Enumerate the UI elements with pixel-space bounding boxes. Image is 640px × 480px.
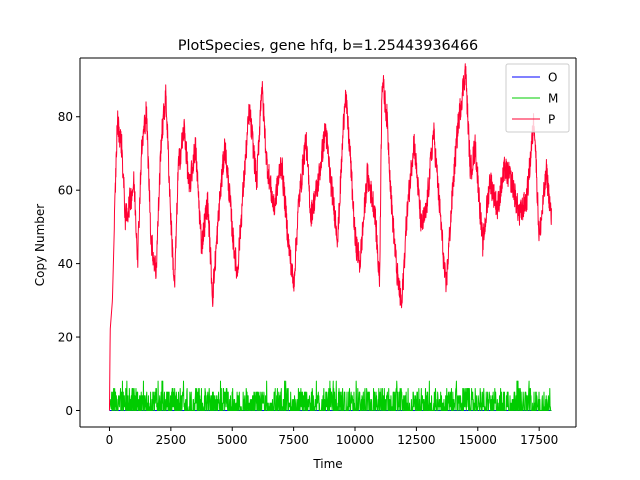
x-tick-label: 12500 — [397, 433, 435, 447]
x-tick-label: 2500 — [156, 433, 187, 447]
x-tick-label: 0 — [106, 433, 114, 447]
x-axis-label: Time — [312, 457, 342, 471]
chart-title: PlotSpecies, gene hfq, b=1.25443936466 — [178, 38, 478, 54]
plot-area — [80, 58, 576, 427]
x-tick-label: 17500 — [520, 433, 558, 447]
series-group — [108, 63, 552, 411]
y-axis-label: Copy Number — [33, 204, 47, 287]
series-line-m — [108, 380, 552, 411]
legend-label-o: O — [548, 71, 557, 85]
series-line-p — [108, 63, 552, 411]
y-axis: 0 20 40 60 80 — [58, 110, 80, 418]
x-tick-label: 10000 — [336, 433, 374, 447]
legend: OMP — [505, 63, 570, 133]
y-tick-label: 40 — [58, 257, 73, 271]
x-tick-label: 7500 — [278, 433, 309, 447]
y-tick-label: 20 — [58, 331, 73, 345]
x-axis: 0 2500 5000 7500 10000 12500 15000 17500 — [106, 427, 558, 447]
axes-frame — [79, 57, 577, 428]
y-tick-label: 0 — [65, 404, 73, 418]
x-tick-label: 5000 — [217, 433, 248, 447]
y-tick-label: 60 — [58, 184, 73, 198]
legend-label-p: P — [548, 113, 555, 127]
y-tick-label: 80 — [58, 110, 73, 124]
legend-label-m: M — [548, 92, 558, 106]
x-tick-label: 15000 — [459, 433, 497, 447]
